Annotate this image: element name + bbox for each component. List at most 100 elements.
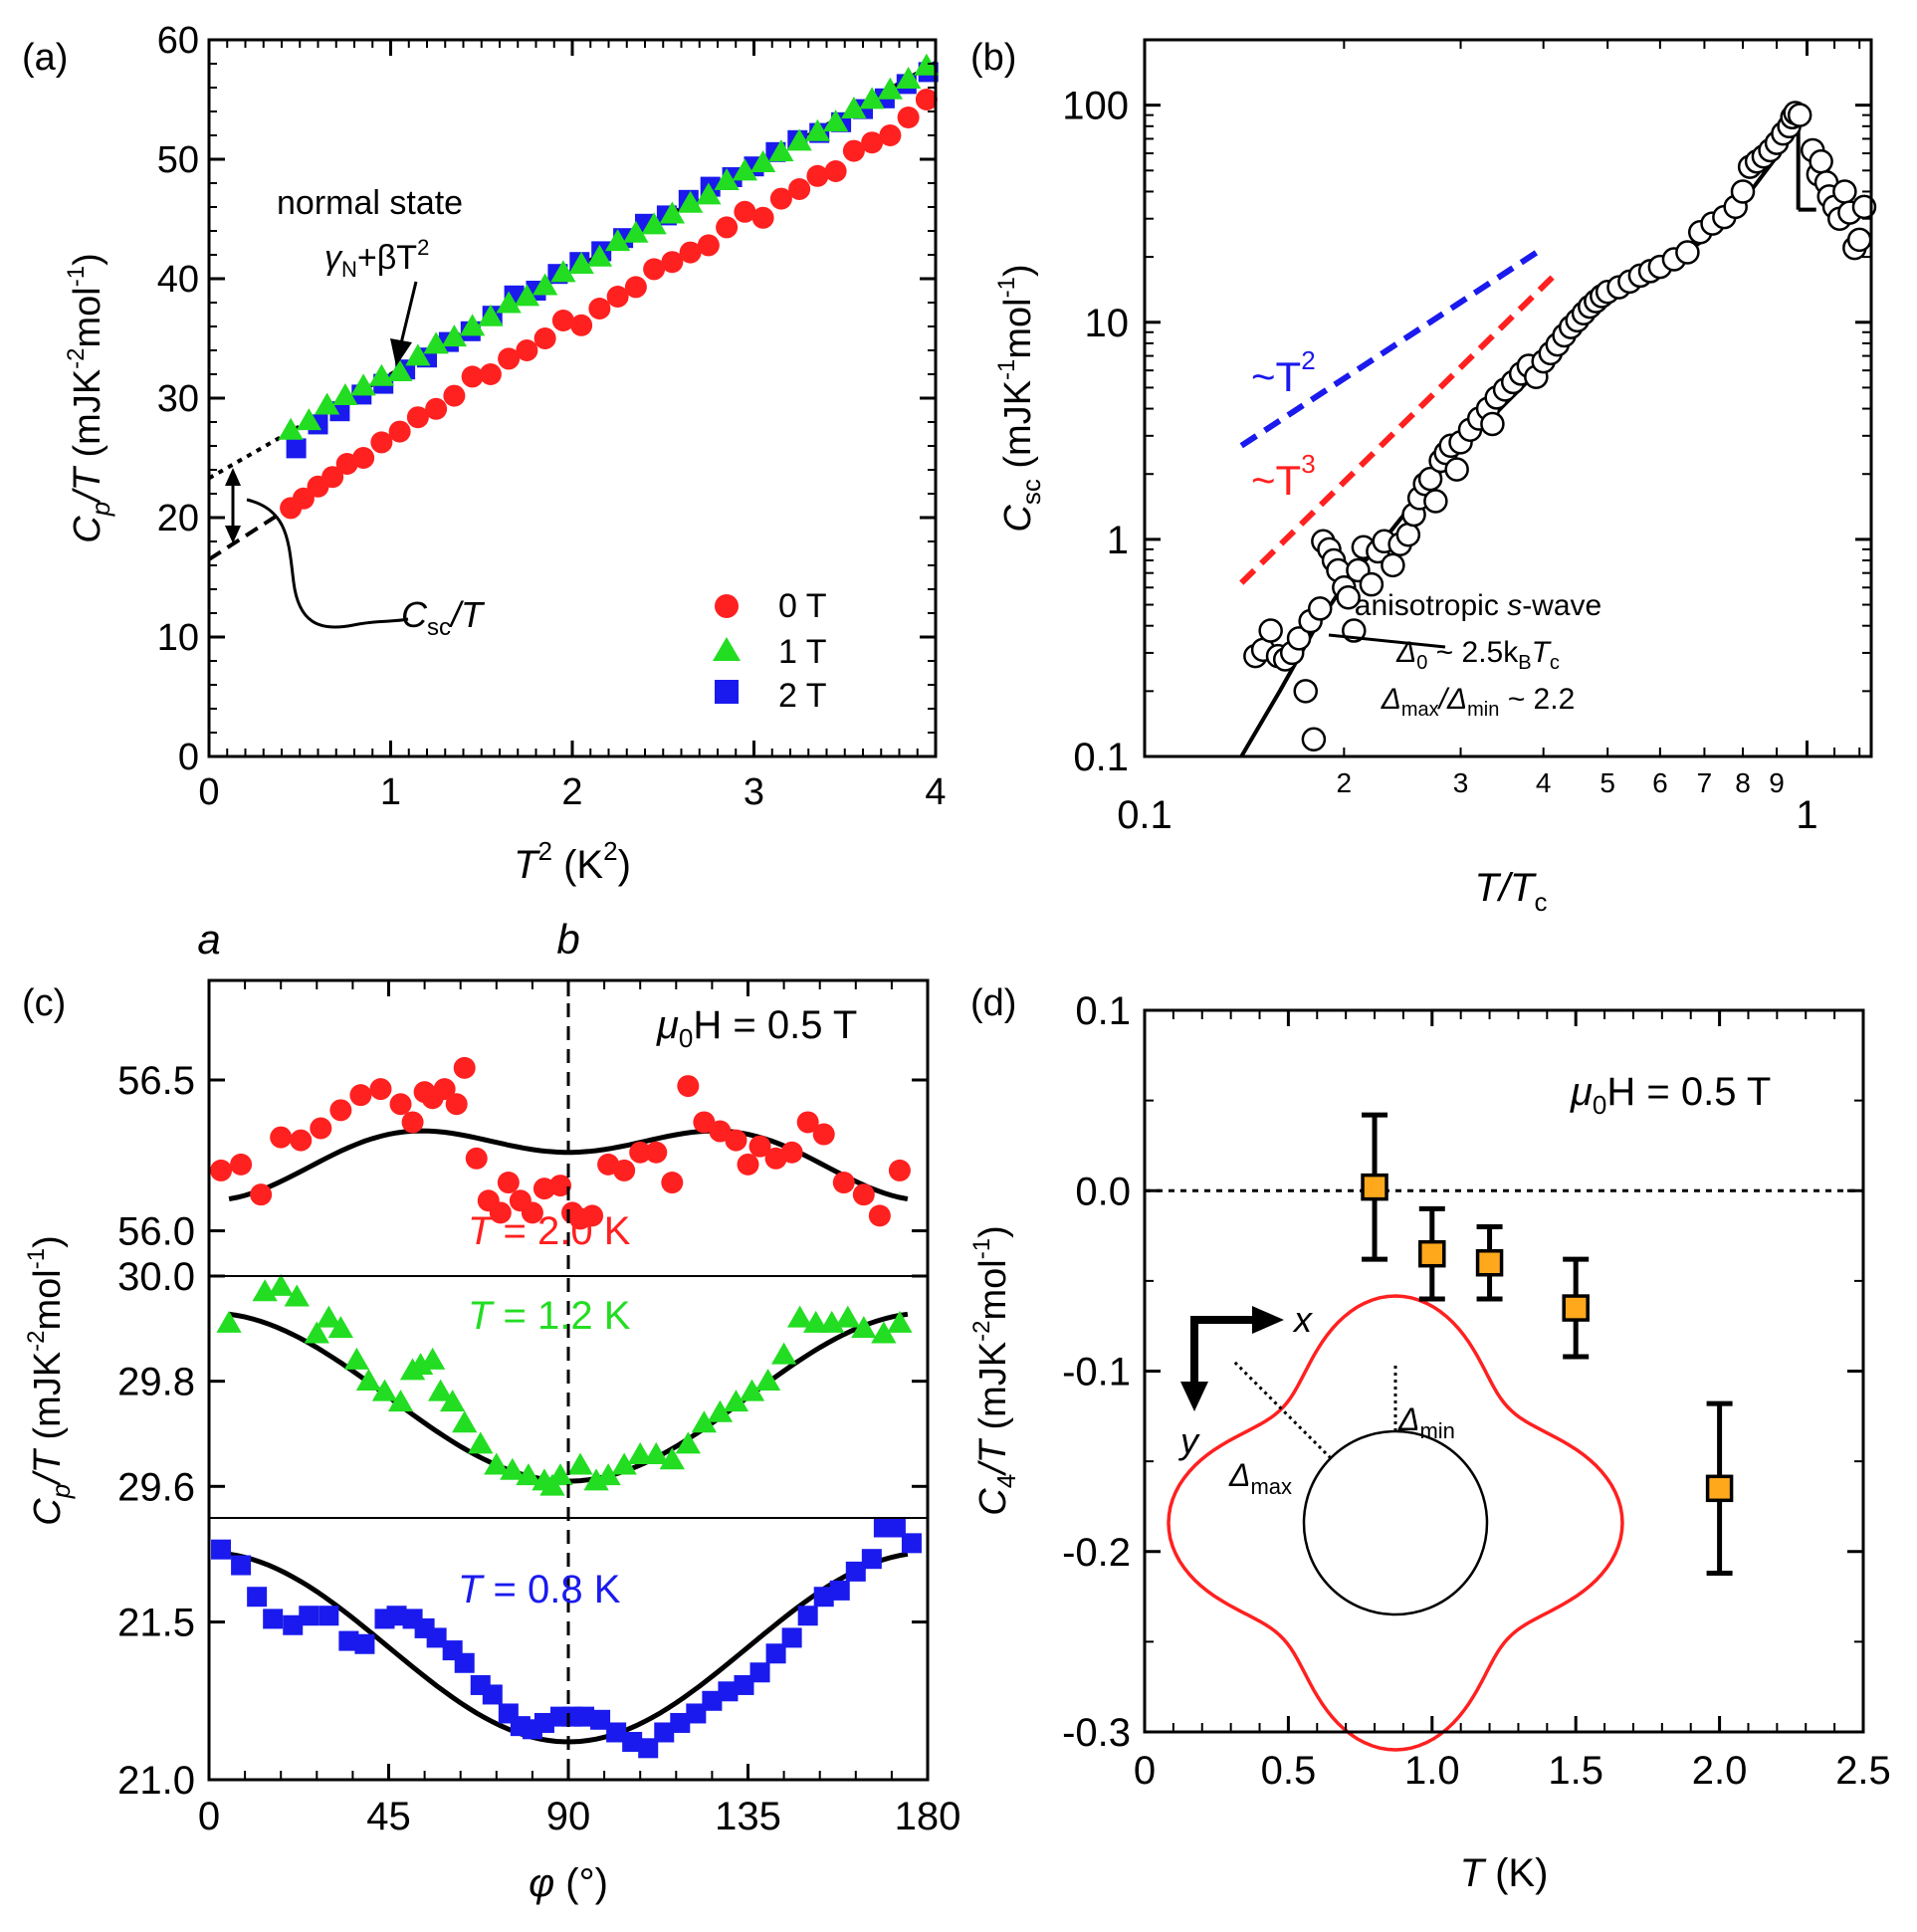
data-point-c-blue — [901, 1533, 922, 1554]
data-point-c-red — [250, 1183, 273, 1206]
data-point-a-1t — [877, 77, 904, 100]
data-point-c-blue — [590, 1709, 611, 1730]
legend-marker-0t — [715, 594, 739, 618]
panel-d-label: (d) — [970, 982, 1016, 1024]
data-point-c-red — [737, 1153, 759, 1176]
x-tick-label-a: 3 — [744, 771, 764, 813]
sc-extrapolation-line — [207, 508, 287, 561]
x-tick-label-b: 0.1 — [1117, 793, 1172, 837]
data-point-c-green — [387, 1390, 414, 1412]
data-point-c-red — [709, 1120, 732, 1143]
y-tick-label-d: -0.2 — [1062, 1531, 1131, 1575]
x-minor-tick-label-b: 7 — [1697, 767, 1713, 798]
data-point-c-green — [304, 1321, 329, 1344]
data-point-c-green — [723, 1390, 749, 1412]
inset-y-label: y — [1177, 1420, 1200, 1461]
y-tick-label-b: 0.1 — [1073, 736, 1129, 779]
data-point-c-blue — [606, 1722, 627, 1743]
data-point-d — [1361, 1173, 1388, 1201]
x-tick-label-d: 2.5 — [1835, 1749, 1891, 1793]
fermi-surface-circle — [1302, 1429, 1489, 1616]
data-point-c-red — [812, 1123, 835, 1146]
panel-c-xlabel: φ (°) — [529, 1861, 608, 1905]
data-point-c-blue — [622, 1731, 643, 1752]
data-point-a-1t — [478, 304, 504, 326]
y-tick-label-a: 10 — [157, 617, 199, 659]
data-point-c-green — [268, 1273, 294, 1296]
data-point-c-green — [500, 1457, 526, 1480]
panel-d-field-label: μ0H = 0.5 T — [1570, 1070, 1771, 1120]
data-point-c-blue — [734, 1674, 754, 1695]
data-point-c-blue — [829, 1580, 850, 1601]
data-point-b — [1301, 727, 1327, 751]
data-point-a-0t — [461, 365, 484, 388]
data-point-a-0t — [498, 347, 521, 370]
data-point-c-green — [355, 1369, 382, 1392]
panel-d-frame — [1143, 1008, 1865, 1734]
y-tick-label-a: 0 — [178, 737, 199, 778]
data-point-a-1t — [841, 96, 867, 118]
data-point-c-blue — [299, 1606, 320, 1626]
delta-max-label: Δmax — [1228, 1457, 1292, 1499]
inset-x-arrowhead-icon — [1252, 1306, 1284, 1334]
x-tick-label-d: 1.0 — [1404, 1749, 1460, 1793]
panel-d-ylabel: C4/T (mJK-2mol-1) — [968, 1225, 1021, 1516]
y-tick-label-d: 0.1 — [1075, 989, 1131, 1033]
data-point-c-green — [887, 1310, 913, 1333]
data-point-c-red — [270, 1126, 293, 1149]
data-point-c-green — [419, 1347, 446, 1370]
data-point-c-red — [210, 1159, 233, 1181]
y-tick-label-c: 30.0 — [117, 1255, 195, 1299]
data-point-c-blue — [231, 1555, 252, 1576]
axis-a-label: a — [197, 916, 220, 963]
data-point-c-blue — [283, 1614, 304, 1635]
data-point-c-green — [786, 1305, 813, 1328]
data-point-a-1t — [714, 167, 740, 190]
data-point-a-1t — [441, 324, 468, 347]
data-point-b — [1846, 227, 1872, 253]
data-point-a-0t — [806, 164, 829, 187]
data-point-c-red — [433, 1078, 456, 1101]
data-point-c-red — [581, 1204, 604, 1227]
csc-over-t-label: Csc/T — [401, 594, 486, 641]
data-point-c-green — [343, 1347, 370, 1370]
data-point-a-1t — [768, 139, 794, 162]
data-point-a-1t — [804, 118, 831, 141]
legend-label-0t: 0 T — [778, 587, 827, 625]
data-point-d — [1475, 1249, 1504, 1277]
panel-c-label: (c) — [22, 982, 66, 1024]
data-point-c-blue — [686, 1703, 707, 1724]
data-point-c-green — [835, 1305, 861, 1328]
fit-label-line3: Δmax/Δmin ~ 2.2 — [1381, 683, 1576, 721]
data-point-a-1t — [496, 291, 522, 314]
data-point-c-blue — [263, 1609, 284, 1629]
data-point-a-0t — [679, 241, 702, 264]
delta-min-label: Δmin — [1397, 1401, 1455, 1443]
data-point-c-blue — [885, 1517, 906, 1538]
data-point-a-0t — [370, 431, 393, 454]
x-minor-tick-label-b: 2 — [1337, 767, 1353, 798]
data-point-a-1t — [914, 53, 940, 76]
data-point-c-green — [691, 1410, 718, 1433]
data-point-c-blue — [797, 1606, 818, 1626]
panel-d-xlabel: T (K) — [1460, 1851, 1549, 1895]
y-tick-label-c: 56.5 — [117, 1059, 195, 1103]
x-minor-tick-label-b: 6 — [1652, 767, 1668, 798]
x-tick-label-d: 0.5 — [1261, 1749, 1317, 1793]
data-point-c-blue — [654, 1722, 675, 1743]
panel-b-ylabel: Csc (mJK-1mol-1) — [993, 264, 1046, 532]
panel-c: (c) a b 56.0 56.5 29.6 29.8 30.0 21.0 21.5 0 45 9… — [22, 916, 960, 1905]
data-point-a-1t — [423, 331, 449, 354]
data-point-c-blue — [574, 1706, 595, 1727]
data-point-c-red — [369, 1078, 392, 1101]
y-tick-label-b: 1 — [1107, 519, 1129, 562]
data-point-c-green — [770, 1342, 797, 1365]
data-point-a-0t — [824, 160, 847, 182]
y-tick-label-d: -0.1 — [1062, 1351, 1131, 1395]
data-point-c-green — [216, 1310, 242, 1333]
data-point-c-blue — [702, 1690, 723, 1711]
data-point-a-1t — [641, 212, 667, 235]
data-point-a-0t — [716, 216, 739, 239]
x-tick-label-b: 1 — [1796, 793, 1817, 837]
data-point-a-0t — [321, 466, 344, 489]
